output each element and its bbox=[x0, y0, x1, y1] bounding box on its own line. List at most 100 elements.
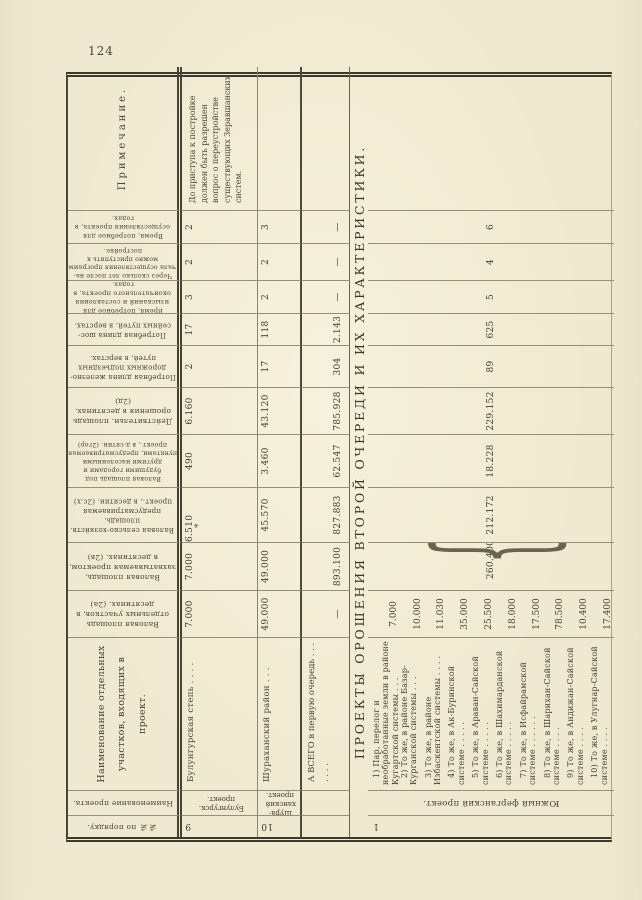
header-area-plots: Валовая площадь отдельных участ­ков, в д… bbox=[68, 589, 182, 637]
row10-area-agro: 45.570 bbox=[258, 486, 302, 542]
list-item: 10) То же, в Улугнар-Сайской системе . .… bbox=[590, 645, 609, 785]
project2-railways: 89 bbox=[368, 344, 614, 387]
total-area-irrigated: 785.928 bbox=[302, 386, 350, 434]
row9-area-irrigated: 6.160 bbox=[182, 386, 258, 434]
row10-start-years: 2 bbox=[258, 242, 302, 280]
list-item-value: 18.000 bbox=[507, 597, 518, 630]
project2-number: 1 bbox=[368, 814, 614, 837]
row10-area-project: 49.000 bbox=[258, 541, 302, 590]
total-area-plots: — bbox=[302, 589, 350, 637]
project2-area-project: { 260.400 bbox=[368, 541, 614, 590]
rotated-table-container: №№ по порядку. Наименование проекта. Наи… bbox=[66, 66, 614, 842]
total-exec-years: — bbox=[302, 209, 350, 243]
row10-area-towns: 3.460 bbox=[258, 433, 302, 487]
header-note: Примечание. bbox=[68, 66, 182, 210]
header-note-label: Примечание. bbox=[117, 86, 128, 190]
header-project-name: Наименование проекта. bbox=[68, 789, 182, 815]
list-item: 8) То же, в Шарихан-Сайской системе . . … bbox=[542, 646, 561, 785]
header-start-years-label: Через сколько лет после на­чала осуществ… bbox=[68, 246, 177, 279]
header-sections: Наименование отдель­ных участков, входя­… bbox=[68, 636, 182, 790]
header-area-project: Валовая площадь, захватываемая про­ектом… bbox=[68, 541, 182, 590]
page-number: 124 bbox=[88, 44, 114, 58]
list-item-value: 78.500 bbox=[555, 597, 566, 630]
list-item: 1) Пар, перелог и необработанные земли в… bbox=[372, 640, 400, 785]
row9-area-towns: 490 bbox=[182, 433, 258, 487]
total-label: А ВСЕГО в первую очередь . . . . . . . bbox=[302, 636, 350, 790]
list-item-value: 35.000 bbox=[460, 597, 471, 630]
list-item-value: 7.000 bbox=[388, 600, 399, 627]
row10-area-irrigated: 43.120 bbox=[258, 386, 302, 434]
list-item-value: 10.400 bbox=[579, 597, 590, 630]
project2-exec-years: 6 bbox=[368, 209, 614, 243]
list-item: 9) То же, в Андижан-Сайской системе . . … bbox=[566, 646, 585, 785]
row9-roads: 17 bbox=[182, 312, 258, 345]
row10-roads: 118 bbox=[258, 312, 302, 345]
header-exec-years: Время, потребное для осуществления проек… bbox=[68, 209, 182, 243]
header-area-project-label: Валовая площадь, захватываемая про­ектом… bbox=[68, 551, 177, 582]
header-area-towns: Валовая площадь под будущими городами и … bbox=[68, 433, 182, 487]
header-roads-label: Потребная длина шос­сейных путей, в верс… bbox=[74, 321, 171, 339]
row9-area-plots: 7.000 bbox=[182, 589, 258, 637]
header-project-name-label: Наименование проекта. bbox=[72, 798, 173, 808]
project2-plot-values: 7.000 10.000 11.030 35.000 25.500 18.000… bbox=[368, 589, 614, 637]
row10-note bbox=[258, 66, 302, 210]
total-start-years: — bbox=[302, 242, 350, 280]
header-survey-years: Время, потребное для изыска­ний и состав… bbox=[68, 279, 182, 313]
project2-note bbox=[368, 67, 614, 210]
project2-section-list: 1) Пар, перелог и необработанные земли в… bbox=[368, 636, 614, 790]
project2-area-irrigated: 229.152 bbox=[368, 386, 614, 434]
list-item-value: 17.500 bbox=[531, 597, 542, 630]
header-railways: Потребная длина желез­но-дорожных подъез… bbox=[68, 344, 182, 387]
header-area-towns-label: Валовая площадь под будущими городами и … bbox=[68, 440, 177, 482]
list-item: 2) То же, в районе Базар-Курганской сист… bbox=[399, 664, 419, 785]
list-item-value: 11.030 bbox=[436, 597, 447, 630]
total-area-project: 893.100 bbox=[302, 541, 350, 590]
header-area-plots-label: Валовая площадь отдельных участ­ков, в д… bbox=[76, 599, 169, 629]
row10-railways: 17 bbox=[258, 344, 302, 387]
list-item-value: 17.400 bbox=[602, 597, 613, 630]
list-item: 6) То же, в Шахимарданской системе . . .… bbox=[494, 650, 514, 785]
total-roads: 2.143 bbox=[302, 312, 350, 345]
row10-section: Шураханский район . . . bbox=[258, 636, 302, 790]
list-item: 5) То же, в Араван-Сайской системе . . .… bbox=[471, 655, 490, 785]
grouping-brace: { bbox=[404, 541, 578, 564]
project2-start-years: 4 bbox=[368, 242, 614, 280]
row9-note: До приступа к постройке должен быть разр… bbox=[182, 66, 258, 210]
row10-number: 10 bbox=[258, 814, 302, 837]
total-area-agro: 827.883 bbox=[302, 486, 350, 542]
list-item-value: 10.000 bbox=[412, 597, 423, 630]
header-area-irrigated: Действительн. пло­щадь орошения в десяти… bbox=[68, 386, 182, 434]
header-sections-label: Наименование отдель­ных участков, входя­… bbox=[95, 644, 148, 783]
row9-project: Булунгурск. проект. bbox=[182, 789, 258, 815]
row9-railways: 2 bbox=[182, 344, 258, 387]
total-note bbox=[302, 66, 350, 210]
total-survey-years: — bbox=[302, 279, 350, 313]
list-item: 4) То же, в Ак-Буринской системе . . . .… bbox=[447, 665, 466, 785]
row9-number: 9 bbox=[182, 814, 258, 837]
row9-area-project: 7.000 bbox=[182, 541, 258, 590]
header-area-agro: Валовая сельско-хозяйств. площадь, преду… bbox=[68, 486, 182, 542]
second-stage-title: ПРОЕКТЫ ОРОШЕНИЯ ВТОРОЙ ОЧЕРЕДИ И ИХ ХАР… bbox=[351, 144, 367, 759]
total-area-towns: 62.547 bbox=[302, 433, 350, 487]
row9-start-years: 2 bbox=[182, 242, 258, 280]
header-exec-years-label: Время, потребное для осуществления проек… bbox=[74, 214, 171, 240]
row9-survey-years: 3 bbox=[182, 279, 258, 313]
list-item-value: 25.500 bbox=[483, 597, 494, 630]
project2-area-agro: 212.172 bbox=[368, 486, 614, 542]
project2-area-towns: 18.228 bbox=[368, 433, 614, 487]
header-area-agro-label: Валовая сельско-хозяйств. площадь, преду… bbox=[70, 497, 175, 534]
header-area-irrigated-label: Действительн. пло­щадь орошения в десяти… bbox=[73, 396, 172, 426]
row9-section: Булунгурская степь . . . . bbox=[182, 636, 258, 790]
header-roads: Потребная длина шос­сейных путей, в верс… bbox=[68, 312, 182, 345]
footnote-asterisk: * bbox=[194, 523, 204, 528]
project2-name: Южный ферганский проект. bbox=[368, 789, 614, 815]
total-project bbox=[302, 789, 350, 815]
list-item: 7) То же, в Исфайрамской системе . . . .… bbox=[518, 661, 538, 785]
header-row-number-label: №№ по порядку. bbox=[87, 822, 158, 832]
row10-exec-years: 3 bbox=[258, 209, 302, 243]
header-railways-label: Потребная длина желез­но-дорожных подъез… bbox=[69, 353, 176, 381]
project2-survey-years: 5 bbox=[368, 279, 614, 313]
total-number bbox=[302, 814, 350, 837]
row10-area-plots: 49.000 bbox=[258, 589, 302, 637]
